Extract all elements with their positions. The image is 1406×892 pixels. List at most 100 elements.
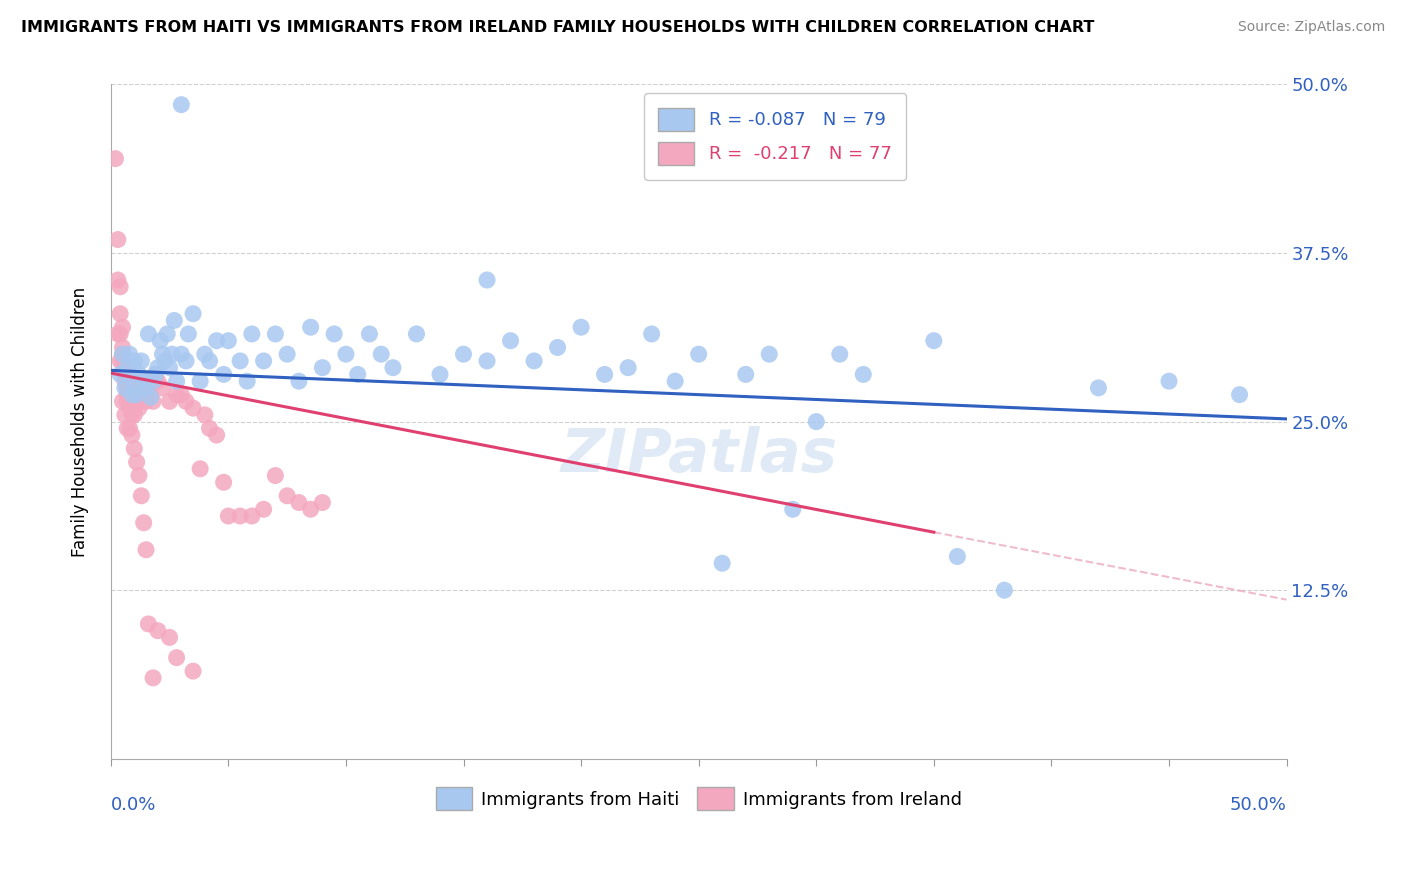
Point xyxy=(135,381,157,395)
Text: ZIPatlas: ZIPatlas xyxy=(560,425,837,485)
Point xyxy=(152,381,174,395)
Point xyxy=(205,428,228,442)
Point xyxy=(264,468,287,483)
Point xyxy=(453,347,475,361)
Point xyxy=(138,326,160,341)
Point xyxy=(118,421,141,435)
Point xyxy=(299,502,322,516)
Point xyxy=(159,360,181,375)
Point xyxy=(114,368,136,382)
Point xyxy=(115,360,138,375)
Point xyxy=(993,583,1015,598)
Text: 50.0%: 50.0% xyxy=(1230,796,1286,814)
Y-axis label: Family Households with Children: Family Households with Children xyxy=(72,286,89,557)
Point xyxy=(131,387,153,401)
Point xyxy=(828,347,851,361)
Point xyxy=(475,273,498,287)
Point xyxy=(852,368,875,382)
Point xyxy=(108,326,131,341)
Point xyxy=(114,381,136,395)
Point xyxy=(569,320,592,334)
Point xyxy=(118,394,141,409)
Point xyxy=(188,374,211,388)
Point xyxy=(311,360,333,375)
Point xyxy=(547,341,569,355)
Point xyxy=(114,374,136,388)
Text: 0.0%: 0.0% xyxy=(111,796,156,814)
Point xyxy=(132,516,155,530)
Point xyxy=(107,273,129,287)
Point xyxy=(276,347,298,361)
Point xyxy=(1229,387,1251,401)
Point xyxy=(159,394,181,409)
Point xyxy=(198,354,221,368)
Point xyxy=(405,326,427,341)
Point xyxy=(124,354,146,368)
Point xyxy=(121,428,143,442)
Point xyxy=(323,326,346,341)
Point xyxy=(153,354,176,368)
Point xyxy=(212,368,235,382)
Point xyxy=(166,650,188,665)
Point xyxy=(174,354,197,368)
Point xyxy=(236,374,259,388)
Point xyxy=(131,354,153,368)
Point xyxy=(170,387,193,401)
Point xyxy=(115,421,138,435)
Point xyxy=(229,354,252,368)
Point xyxy=(1087,381,1109,395)
Point xyxy=(131,489,153,503)
Point xyxy=(146,360,169,375)
Point xyxy=(124,394,146,409)
Point xyxy=(212,475,235,490)
Point xyxy=(240,326,263,341)
Point xyxy=(198,421,221,435)
Point xyxy=(111,347,134,361)
Point xyxy=(114,408,136,422)
Point xyxy=(475,354,498,368)
Point xyxy=(111,341,134,355)
Point xyxy=(217,334,239,348)
Point xyxy=(346,368,368,382)
Point xyxy=(922,334,945,348)
Point xyxy=(145,368,167,382)
Point xyxy=(194,347,217,361)
Point xyxy=(252,354,274,368)
Point xyxy=(124,401,146,416)
Point xyxy=(111,354,134,368)
Text: IMMIGRANTS FROM HAITI VS IMMIGRANTS FROM IRELAND FAMILY HOUSEHOLDS WITH CHILDREN: IMMIGRANTS FROM HAITI VS IMMIGRANTS FROM… xyxy=(21,20,1094,35)
Point xyxy=(177,326,200,341)
Point xyxy=(139,390,162,404)
Point xyxy=(499,334,522,348)
Point xyxy=(194,408,217,422)
Point xyxy=(128,468,150,483)
Point xyxy=(299,320,322,334)
Point xyxy=(135,394,157,409)
Point xyxy=(311,495,333,509)
Point xyxy=(149,334,172,348)
Point xyxy=(170,97,193,112)
Point xyxy=(276,489,298,503)
Point xyxy=(124,408,146,422)
Point xyxy=(163,313,186,327)
Point xyxy=(156,326,179,341)
Point xyxy=(359,326,381,341)
Point xyxy=(125,387,148,401)
Point xyxy=(142,671,165,685)
Point xyxy=(111,394,134,409)
Point xyxy=(159,631,181,645)
Point xyxy=(107,233,129,247)
Point xyxy=(138,381,160,395)
Point xyxy=(523,354,546,368)
Point xyxy=(124,374,146,388)
Point xyxy=(111,347,134,361)
Point xyxy=(217,508,239,523)
Point xyxy=(806,415,828,429)
Point xyxy=(128,381,150,395)
Point xyxy=(132,374,155,388)
Point xyxy=(181,307,204,321)
Point xyxy=(160,347,183,361)
Point xyxy=(640,326,662,341)
Point xyxy=(617,360,640,375)
Point xyxy=(121,401,143,416)
